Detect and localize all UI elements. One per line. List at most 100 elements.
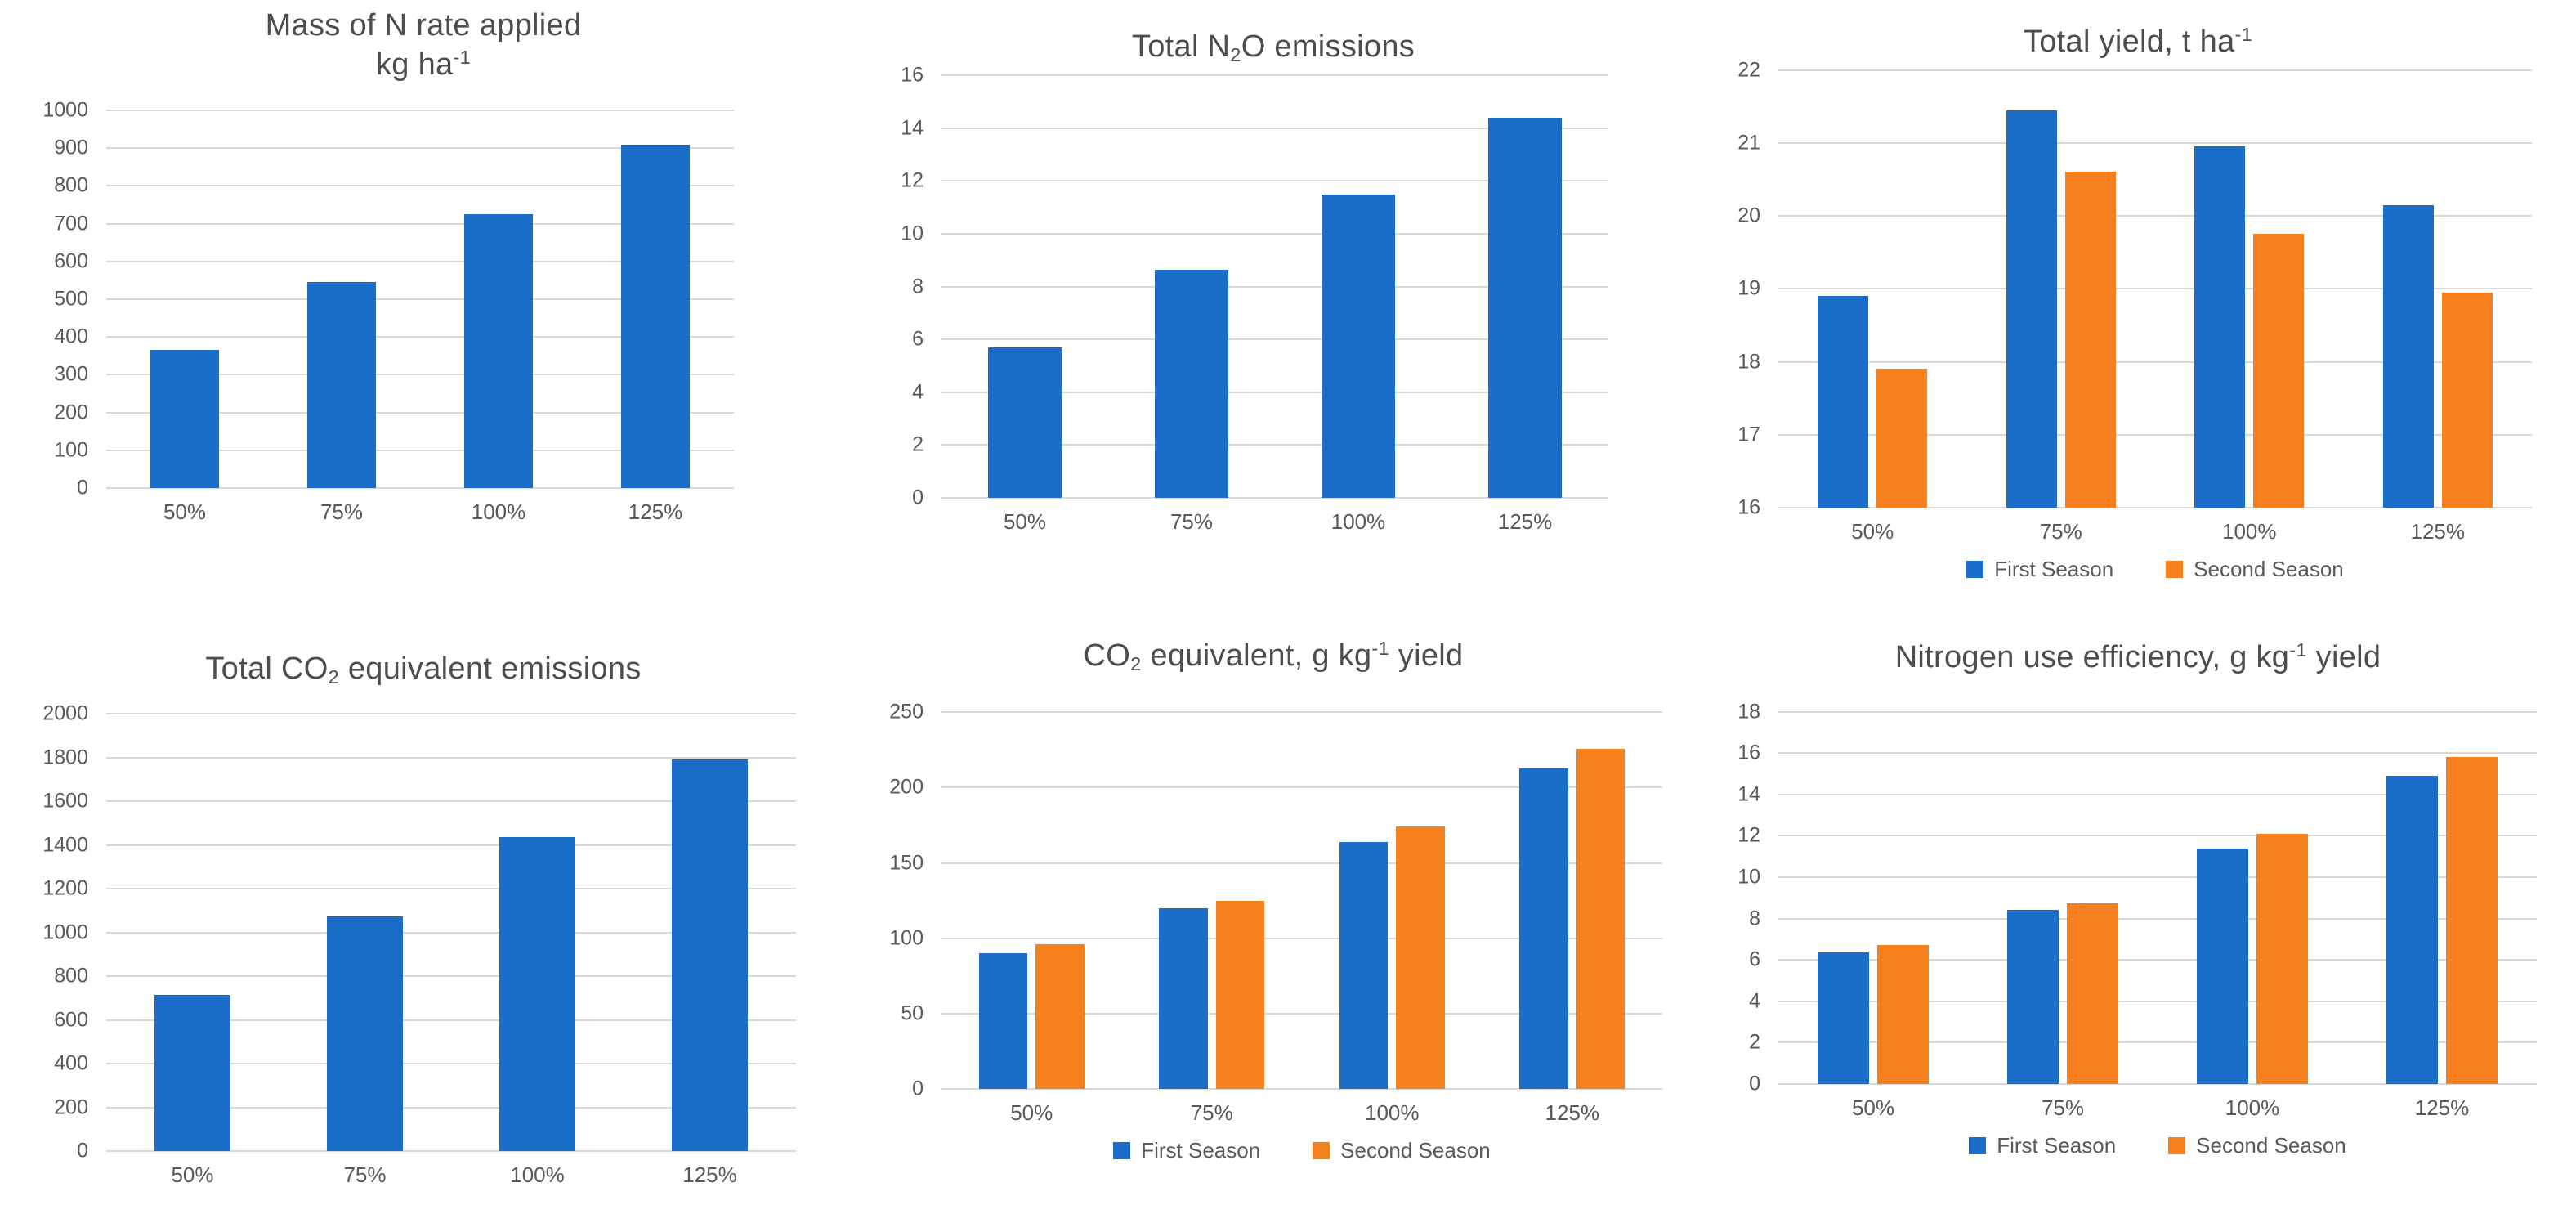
gridline (106, 1063, 796, 1065)
gridline (1778, 959, 2537, 961)
y-tick-label: 1000 (42, 921, 88, 944)
gridline (106, 931, 796, 934)
bar-first-season-125 (672, 759, 748, 1151)
y-tick-label: 400 (54, 325, 88, 348)
legend-label: First Season (1141, 1137, 1261, 1162)
chart-title-text: Total N (1131, 29, 1231, 64)
chart-title-text: -1 (1371, 638, 1389, 660)
y-tick-label: 6 (912, 327, 924, 351)
y-tick-label: 18 (1737, 350, 1760, 373)
bar-first-season-125 (2386, 775, 2438, 1084)
chart-co2-equivalent-per-yield: CO2 equivalent, g kg-1 yield 250 200 150 100… (850, 602, 1700, 1205)
bar-group-125 (2344, 70, 2533, 508)
y-tick-label: 0 (912, 1077, 924, 1100)
y-tick-label: 600 (54, 1008, 88, 1032)
bar-group-125 (1483, 712, 1663, 1089)
legend: First Season Second Season (1711, 547, 2565, 591)
chart-total-co2-equivalent-emissions: Total CO2 equivalent emissions 2000 1800 16… (0, 602, 850, 1205)
y-axis: 16 14 12 10 8 6 4 2 0 (866, 64, 941, 509)
y-tick-label: 22 (1737, 58, 1760, 81)
bar-first-season-125 (620, 144, 691, 488)
y-tick-label: 8 (1749, 907, 1760, 930)
bar-group-100 (1275, 75, 1442, 498)
chart-title-line: Total yield, t ha-1 (1711, 23, 2565, 62)
y-tick-label: 0 (1749, 1072, 1760, 1095)
chart-title-line: Total N2O emissions (866, 28, 1680, 67)
chart-total-n2o-emissions: Total N2O emissions 16 14 12 10 8 6 4 2 0 50% 75% 10… (850, 0, 1700, 602)
x-category-label: 100% (510, 1162, 565, 1187)
x-category-label: 75% (2041, 1095, 2085, 1120)
y-tick-label: 14 (901, 116, 924, 140)
bar-second-season-50 (1876, 369, 1928, 508)
gridline (106, 222, 734, 225)
chart-title-text: CO (1083, 638, 1131, 673)
y-tick-label: 200 (889, 775, 924, 799)
chart-title-text: Nitrogen use efficiency, g kg (1894, 640, 2290, 674)
legend-item-first-season: First Season (1969, 1133, 2116, 1158)
bar-second-season-100 (1396, 826, 1445, 1089)
gridline (106, 1106, 796, 1109)
x-axis-labels: 50% 75% 100% 125% (16, 488, 830, 527)
y-tick-label: 50 (901, 1001, 924, 1025)
gridline (941, 74, 1608, 77)
y-tick-label: 150 (889, 851, 924, 875)
y-tick-label: 6 (1749, 947, 1760, 971)
legend-label: Second Season (2194, 556, 2344, 581)
bar-group-50 (106, 110, 263, 488)
x-category-label: 50% (1851, 518, 1894, 544)
chart-title-text: Total yield, t ha (2023, 25, 2235, 59)
legend-swatch-second-season (2166, 560, 2184, 578)
y-tick-label: 800 (54, 173, 88, 197)
gridline (1778, 835, 2537, 837)
bar-group-125 (624, 714, 796, 1151)
bar-group-75 (279, 714, 451, 1151)
gridline (106, 336, 734, 338)
chart-title-text: O emissions (1241, 29, 1415, 64)
chart-title-line: CO2 equivalent, g kg-1 yield (866, 637, 1680, 676)
gridline (941, 127, 1608, 129)
gridline (1778, 433, 2532, 436)
chart-title-text: yield (1389, 638, 1464, 673)
plot-region (941, 711, 1663, 1090)
y-tick-label: 19 (1737, 276, 1760, 300)
gridline (941, 1088, 1662, 1090)
plot-region (106, 713, 796, 1152)
legend-swatch-first-season (1113, 1141, 1131, 1159)
y-tick-label: 500 (54, 287, 88, 311)
y-tick-label: 8 (912, 275, 924, 298)
bar-first-season-75 (1155, 269, 1228, 498)
chart-title-text: 2 (1230, 43, 1241, 65)
gridline (1778, 876, 2537, 878)
y-tick-label: 400 (54, 1051, 88, 1075)
y-tick-label: 20 (1737, 204, 1760, 227)
gridline (106, 185, 734, 187)
legend-label: Second Season (1340, 1137, 1491, 1162)
y-tick-label: 1400 (42, 833, 88, 857)
gridline (106, 411, 734, 414)
bars-layer (1778, 712, 2537, 1084)
gridline (106, 449, 734, 451)
chart-title-line: kg ha-1 (16, 46, 830, 85)
chart-title-text: Mass of N rate applied (265, 8, 582, 43)
plot-area: 18 16 14 12 10 8 6 4 2 0 (1711, 700, 2565, 1095)
y-axis: 250 200 150 100 50 0 (866, 701, 941, 1100)
gridline (941, 391, 1608, 393)
bar-first-season-50 (978, 953, 1028, 1089)
bar-first-season-125 (1488, 118, 1562, 498)
legend-item-first-season: First Season (1113, 1138, 1260, 1163)
gridline (106, 844, 796, 846)
legend-label: Second Season (2196, 1132, 2346, 1158)
chart-title-text: yield (2306, 640, 2381, 674)
x-category-label: 50% (1010, 1100, 1053, 1125)
chart-title-line: Mass of N rate applied (16, 7, 830, 46)
bar-group-125 (2347, 712, 2537, 1084)
gridline (941, 862, 1662, 864)
bar-first-season-75 (2006, 110, 2057, 508)
bar-first-season-100 (1339, 841, 1389, 1089)
gridline (106, 298, 734, 300)
bar-first-season-50 (1818, 952, 1869, 1084)
bar-group-75 (1968, 712, 2158, 1084)
chart-title: Total CO2 equivalent emissions (16, 650, 830, 689)
bar-group-100 (2155, 70, 2344, 508)
